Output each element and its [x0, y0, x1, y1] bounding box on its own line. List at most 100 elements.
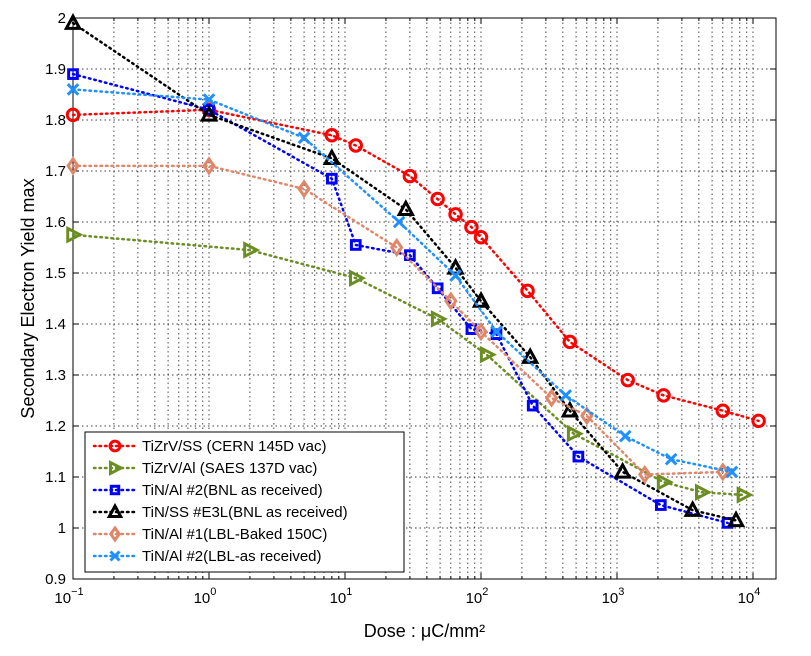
- x-tick-label: 100: [194, 586, 217, 607]
- y-tick-label: 0.9: [45, 571, 66, 588]
- legend: TiZrV/SS (CERN 145D vac) TiZrV/Al (SAES 1…: [84, 431, 405, 573]
- legend-entry: TiZrV/SS (CERN 145D vac): [92, 438, 326, 455]
- legend-entry: TiN/Al #2(LBL-as received): [92, 548, 322, 565]
- marker-triangle-up: [396, 199, 415, 216]
- y-tick-label: 1.9: [45, 61, 66, 78]
- marker-x-stroke: [618, 429, 632, 443]
- marker-triangle-right: [736, 486, 754, 504]
- marker-triangle-up: [199, 104, 219, 122]
- y-tick-label: 1.5: [45, 265, 66, 282]
- series-line: [71, 72, 729, 525]
- series-line: [71, 88, 734, 474]
- x-tick-label-base: 10: [194, 590, 211, 607]
- marker-x-stroke: [559, 389, 573, 402]
- marker-square: [349, 239, 362, 251]
- marker-square: [325, 172, 338, 185]
- marker-triangle-right: [695, 483, 713, 502]
- marker-x: [664, 452, 678, 466]
- legend-box: [84, 431, 405, 573]
- legend-entry: TiN/Al #1(LBL-Baked 150C): [92, 525, 327, 543]
- marker-triangle-right: [349, 269, 367, 287]
- marker-circle: [448, 207, 463, 222]
- x-tick-label-exponent: 3: [618, 586, 624, 598]
- x-tick-label-base: 10: [466, 590, 483, 607]
- x-tick-label-base: 10: [330, 590, 347, 607]
- marker-x-stroke: [109, 550, 121, 562]
- y-tick-label: 1.8: [45, 112, 66, 129]
- marker-circle: [751, 413, 766, 429]
- marker-circle: [656, 388, 671, 403]
- marker-diamond: [580, 406, 594, 426]
- marker-x: [109, 550, 121, 562]
- marker-x-stroke: [725, 465, 739, 479]
- x-tick-label: 10−1: [54, 586, 83, 607]
- series-line: [71, 164, 725, 476]
- y-axis-title: Secondary Electron Yield max: [18, 178, 38, 418]
- marker-x-stroke: [202, 93, 216, 106]
- marker-x: [297, 131, 311, 145]
- marker-square: [572, 450, 585, 463]
- legend-entry: TiN/SS #E3L(BNL as received): [92, 502, 348, 521]
- x-tick-label-base: 10: [602, 590, 619, 607]
- marker-triangle-up: [683, 500, 702, 517]
- marker-x-stroke: [449, 269, 462, 282]
- series-0: [65, 102, 766, 429]
- series-1: [66, 225, 754, 504]
- legend-label: TiN/Al #2(BNL as received): [142, 482, 323, 499]
- marker-x: [392, 215, 406, 229]
- series-line: [71, 233, 745, 497]
- marker-triangle-up: [471, 290, 491, 308]
- marker-x-stroke: [490, 325, 503, 338]
- series: [63, 12, 766, 529]
- x-tick-label-exponent: 1: [346, 586, 352, 598]
- marker-diamond: [66, 156, 80, 176]
- legend-label: TiZrV/SS (CERN 145D vac): [142, 438, 326, 455]
- x-tick-label-exponent: 0: [210, 586, 216, 598]
- marker-x: [202, 93, 216, 106]
- marker-diamond: [108, 525, 122, 543]
- marker-triangle-up: [446, 257, 465, 275]
- marker-diamond: [297, 179, 311, 199]
- marker-diamond: [474, 322, 488, 342]
- y-tick-label: 1.4: [45, 316, 66, 333]
- marker-diamond: [202, 156, 216, 176]
- marker-circle: [562, 334, 578, 350]
- marker-circle: [348, 138, 364, 153]
- marker-x-stroke: [297, 131, 311, 145]
- series-5: [66, 83, 739, 479]
- marker-x: [618, 429, 632, 443]
- marker-triangle-up: [106, 502, 124, 518]
- marker-x: [449, 269, 462, 282]
- marker-circle: [65, 107, 81, 123]
- legend-label: TiN/Al #1(LBL-Baked 150C): [142, 526, 327, 543]
- marker-square: [109, 484, 121, 496]
- x-tick-label-base: 10: [54, 590, 71, 607]
- y-tick-label: 1.7: [45, 163, 66, 180]
- marker-triangle-up: [521, 347, 540, 364]
- legend-label: TiN/Al #2(LBL-as received): [142, 548, 322, 565]
- marker-circle: [473, 230, 489, 245]
- y-tick-label: 2: [58, 10, 66, 27]
- marker-triangle-up: [63, 12, 83, 30]
- marker-x-stroke: [392, 215, 406, 229]
- marker-x: [725, 465, 739, 479]
- legend-label: TiZrV/Al (SAES 137D vac): [142, 460, 317, 477]
- marker-circle: [430, 191, 445, 207]
- x-tick-label-exponent: 2: [482, 586, 488, 598]
- x-tick-label: 103: [602, 586, 625, 607]
- marker-triangle-right: [66, 225, 84, 244]
- x-tick-label: 101: [330, 586, 353, 607]
- marker-square: [67, 68, 79, 80]
- marker-square: [654, 499, 667, 511]
- y-tick-label: 1: [58, 520, 66, 537]
- series-line: [71, 21, 738, 522]
- marker-diamond: [638, 464, 652, 485]
- marker-circle: [464, 219, 479, 235]
- marker-triangle-up: [726, 510, 746, 528]
- plot-frame: [72, 17, 777, 580]
- marker-x: [490, 325, 503, 338]
- y-tick-label: 1.3: [45, 367, 66, 384]
- grid: [73, 18, 776, 579]
